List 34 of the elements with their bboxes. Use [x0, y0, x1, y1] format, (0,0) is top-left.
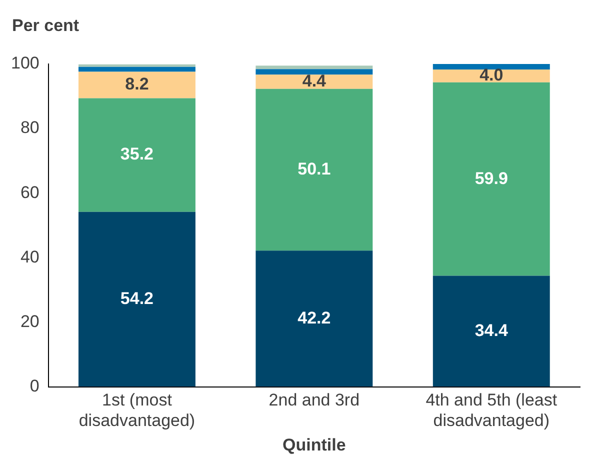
y-axis-title: Per cent	[12, 16, 80, 36]
bar	[432, 82, 550, 276]
data-label: 59.9	[474, 168, 508, 188]
bar	[432, 276, 550, 387]
data-label: 35.2	[120, 144, 154, 164]
x-tick-label: 4th and 5th (least disadvantaged)	[426, 390, 558, 430]
x-axis-title: Quintile	[282, 435, 346, 454]
data-label: 42.2	[298, 308, 331, 328]
data-label: 8.2	[125, 74, 149, 94]
bar	[256, 88, 373, 251]
bar	[78, 212, 196, 387]
bar	[256, 69, 373, 75]
data-label: 4.0	[480, 66, 504, 85]
bar	[256, 250, 373, 387]
bar	[432, 69, 550, 82]
y-tick-label: 40	[20, 247, 40, 266]
y-tick-label: 60	[20, 182, 40, 202]
y-tick-label: 20	[20, 312, 40, 331]
x-tick-label: 1st (most disadvantaged)	[78, 390, 196, 430]
bar	[432, 64, 550, 70]
data-label: 54.2	[120, 289, 154, 308]
y-tick-label: 0	[30, 376, 40, 396]
bar	[78, 72, 196, 98]
bar	[78, 98, 196, 212]
bar	[256, 66, 373, 70]
y-tick-label: 80	[20, 118, 40, 138]
y-tick-label: 100	[10, 54, 40, 73]
bar	[78, 66, 196, 72]
x-tick-label: 2nd and 3rd	[268, 390, 360, 410]
data-label: 50.1	[298, 159, 331, 178]
data-label: 4.4	[302, 71, 327, 90]
data-label: 34.4	[474, 320, 508, 340]
bar	[256, 74, 373, 89]
bar	[78, 64, 196, 67]
